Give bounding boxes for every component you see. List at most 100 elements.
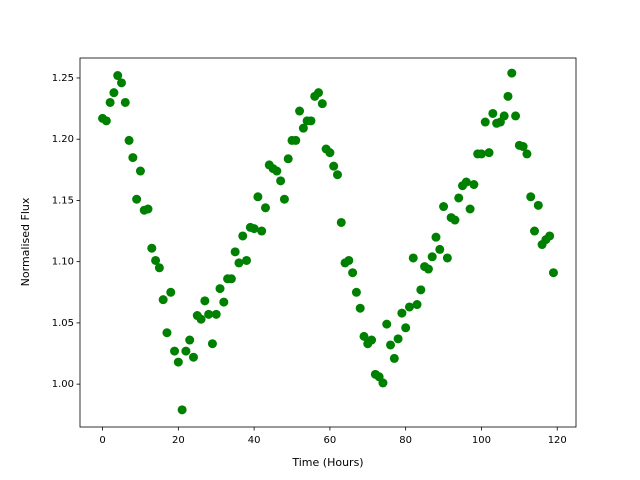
data-point xyxy=(306,116,316,126)
data-point xyxy=(101,116,111,126)
y-tick-label: 1.10 xyxy=(52,257,74,268)
data-point xyxy=(386,340,396,350)
data-point xyxy=(382,319,392,329)
data-point xyxy=(120,97,130,107)
data-point xyxy=(226,274,236,284)
data-point xyxy=(298,123,308,133)
data-point xyxy=(291,135,301,145)
data-point xyxy=(412,300,422,310)
data-point xyxy=(480,117,490,127)
data-point xyxy=(427,252,437,262)
data-point xyxy=(116,78,126,88)
y-tick-label: 1.20 xyxy=(52,134,74,145)
data-point xyxy=(404,302,414,312)
data-point xyxy=(185,335,195,345)
data-point xyxy=(230,247,240,257)
data-point xyxy=(215,284,225,294)
data-point xyxy=(170,346,180,356)
x-tick-label: 20 xyxy=(172,435,185,446)
y-tick-label: 1.00 xyxy=(52,379,74,390)
data-point xyxy=(196,314,206,324)
data-point xyxy=(219,297,229,307)
data-point xyxy=(143,204,153,214)
data-point xyxy=(435,244,445,254)
data-point xyxy=(207,339,217,349)
data-point xyxy=(151,255,161,265)
data-point xyxy=(476,149,486,159)
data-point xyxy=(548,268,558,278)
data-point xyxy=(272,166,282,176)
data-point xyxy=(276,176,286,186)
x-tick-label: 80 xyxy=(399,435,412,446)
data-point xyxy=(526,192,536,202)
data-point xyxy=(238,231,248,241)
data-point xyxy=(283,154,293,164)
data-point xyxy=(393,334,403,344)
x-tick-label: 100 xyxy=(472,435,491,446)
data-point xyxy=(332,170,342,180)
data-point xyxy=(431,232,441,242)
data-point xyxy=(397,308,407,318)
data-point xyxy=(461,177,471,187)
data-point xyxy=(423,264,433,274)
x-tick-label: 120 xyxy=(548,435,567,446)
data-point xyxy=(188,352,198,362)
data-point xyxy=(522,149,532,159)
data-point xyxy=(211,309,221,319)
data-point xyxy=(499,111,509,121)
data-point xyxy=(511,111,521,121)
data-point xyxy=(533,200,543,210)
data-point xyxy=(317,99,327,109)
data-point xyxy=(257,226,267,236)
data-point xyxy=(173,357,183,367)
data-point xyxy=(545,231,555,241)
data-point xyxy=(177,405,187,415)
data-point xyxy=(348,268,358,278)
data-point xyxy=(166,287,176,297)
data-point xyxy=(488,108,498,118)
data-point xyxy=(378,378,388,388)
data-point xyxy=(389,353,399,363)
data-point xyxy=(329,161,339,171)
x-tick-label: 60 xyxy=(324,435,337,446)
data-point xyxy=(109,88,119,98)
data-point xyxy=(439,202,449,212)
data-point xyxy=(503,91,513,101)
x-tick-label: 40 xyxy=(248,435,261,446)
data-point xyxy=(442,253,452,263)
data-point xyxy=(162,328,172,338)
data-point xyxy=(253,192,263,202)
data-point xyxy=(484,148,494,158)
data-point xyxy=(124,135,134,145)
data-point xyxy=(128,153,138,163)
data-point xyxy=(454,193,464,203)
data-point xyxy=(416,285,426,295)
data-point xyxy=(351,287,361,297)
x-axis-label: Time (Hours) xyxy=(291,456,363,469)
data-point xyxy=(158,295,168,305)
data-point xyxy=(401,323,411,333)
data-point xyxy=(469,180,479,190)
data-point xyxy=(450,215,460,225)
data-point xyxy=(518,142,528,152)
data-point xyxy=(465,204,475,214)
data-point xyxy=(325,148,335,158)
data-point xyxy=(314,88,324,98)
data-point xyxy=(359,331,369,341)
data-point xyxy=(113,71,123,81)
data-point xyxy=(105,97,115,107)
data-point xyxy=(147,243,157,253)
data-point xyxy=(204,309,214,319)
data-point xyxy=(279,194,289,204)
data-point xyxy=(234,258,244,268)
data-point xyxy=(135,166,145,176)
data-point xyxy=(344,255,354,265)
y-tick-label: 1.05 xyxy=(52,318,74,329)
data-point xyxy=(336,217,346,227)
x-tick-label: 0 xyxy=(99,435,105,446)
data-point xyxy=(132,194,142,204)
y-tick-label: 1.25 xyxy=(52,73,74,84)
y-tick-label: 1.15 xyxy=(52,195,74,206)
